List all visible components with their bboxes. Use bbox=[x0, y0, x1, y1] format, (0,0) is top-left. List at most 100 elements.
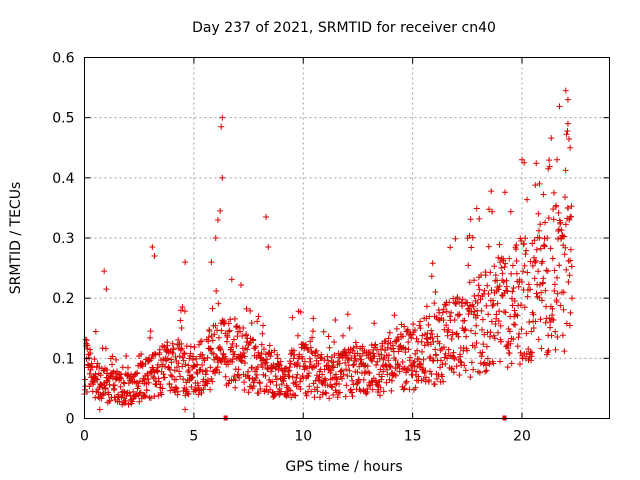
data-point bbox=[230, 336, 237, 343]
data-point bbox=[431, 300, 438, 307]
data-point bbox=[229, 359, 236, 366]
data-point bbox=[496, 283, 503, 290]
data-point bbox=[237, 281, 244, 288]
x-tick-labels: 0 5 10 15 20 bbox=[80, 429, 531, 445]
data-point bbox=[480, 341, 487, 348]
data-point bbox=[497, 358, 504, 365]
data-point bbox=[452, 300, 459, 307]
data-point bbox=[533, 290, 540, 297]
data-point bbox=[225, 361, 232, 368]
data-point bbox=[522, 355, 529, 362]
data-point bbox=[317, 394, 324, 401]
data-point bbox=[269, 378, 276, 385]
data-point bbox=[490, 360, 497, 367]
data-point bbox=[488, 318, 495, 325]
x-axis-label: GPS time / hours bbox=[285, 459, 402, 475]
data-point bbox=[311, 394, 318, 401]
data-point bbox=[486, 206, 493, 213]
data-point bbox=[149, 244, 156, 251]
data-point bbox=[272, 373, 279, 380]
data-point bbox=[151, 393, 158, 400]
data-point bbox=[366, 349, 373, 356]
data-point bbox=[542, 219, 549, 226]
data-point bbox=[484, 355, 491, 362]
data-point bbox=[442, 350, 449, 357]
data-point bbox=[147, 395, 154, 402]
data-point bbox=[532, 182, 539, 189]
data-point bbox=[532, 318, 539, 325]
data-point bbox=[350, 362, 357, 369]
data-point bbox=[498, 338, 504, 345]
data-point bbox=[448, 336, 455, 343]
data-point bbox=[516, 330, 523, 337]
data-point bbox=[179, 354, 186, 361]
data-point bbox=[138, 361, 145, 368]
data-point bbox=[413, 368, 420, 375]
data-point bbox=[562, 87, 569, 94]
data-point bbox=[450, 349, 457, 356]
data-point bbox=[328, 383, 335, 390]
data-point bbox=[567, 144, 574, 151]
data-point bbox=[460, 344, 467, 351]
data-point bbox=[445, 346, 452, 353]
data-point bbox=[347, 386, 354, 393]
y-tick-labels: 0 0.1 0.2 0.3 0.4 0.5 0.6 bbox=[52, 51, 74, 428]
data-point bbox=[513, 270, 520, 277]
data-point bbox=[177, 346, 184, 353]
data-point bbox=[474, 299, 481, 306]
data-point bbox=[266, 342, 273, 349]
data-point bbox=[184, 390, 191, 397]
data-point bbox=[373, 346, 380, 353]
data-point bbox=[94, 360, 101, 367]
data-point bbox=[512, 321, 519, 328]
data-point bbox=[540, 191, 547, 198]
data-point bbox=[102, 345, 109, 352]
data-point bbox=[442, 302, 449, 309]
data-point bbox=[135, 383, 142, 390]
data-point bbox=[564, 96, 571, 103]
data-point bbox=[348, 373, 355, 380]
data-point bbox=[391, 312, 398, 319]
data-point bbox=[510, 336, 517, 343]
data-point bbox=[423, 315, 430, 322]
data-point bbox=[413, 335, 420, 342]
data-point bbox=[488, 188, 495, 195]
data-point bbox=[248, 320, 255, 327]
data-point bbox=[482, 368, 489, 375]
data-point bbox=[473, 340, 480, 347]
data-point bbox=[86, 370, 93, 377]
data-point bbox=[511, 298, 518, 305]
data-point bbox=[384, 371, 391, 378]
data-point bbox=[538, 289, 545, 296]
data-point bbox=[415, 373, 422, 380]
data-point bbox=[489, 302, 496, 309]
data-point bbox=[226, 327, 233, 334]
data-point bbox=[495, 254, 502, 261]
data-point bbox=[419, 332, 426, 339]
data-point bbox=[190, 353, 197, 360]
data-point bbox=[147, 334, 154, 341]
data-point bbox=[297, 309, 304, 316]
data-point bbox=[428, 273, 435, 280]
data-point bbox=[402, 379, 409, 386]
data-point bbox=[538, 345, 545, 352]
data-point bbox=[271, 347, 278, 354]
data-point bbox=[185, 362, 192, 369]
data-point bbox=[307, 338, 314, 345]
data-point bbox=[478, 353, 485, 360]
data-point bbox=[182, 361, 189, 368]
data-point bbox=[198, 390, 205, 397]
data-point bbox=[521, 159, 528, 166]
data-point bbox=[287, 387, 294, 394]
data-point bbox=[116, 398, 123, 405]
data-point bbox=[543, 267, 550, 274]
data-point bbox=[530, 325, 537, 332]
data-point bbox=[535, 268, 542, 275]
data-point bbox=[523, 247, 530, 254]
data-point bbox=[175, 360, 182, 367]
data-point bbox=[245, 368, 252, 375]
data-point bbox=[245, 389, 252, 396]
data-point bbox=[254, 318, 261, 325]
data-point bbox=[309, 334, 316, 341]
data-point bbox=[310, 315, 317, 322]
